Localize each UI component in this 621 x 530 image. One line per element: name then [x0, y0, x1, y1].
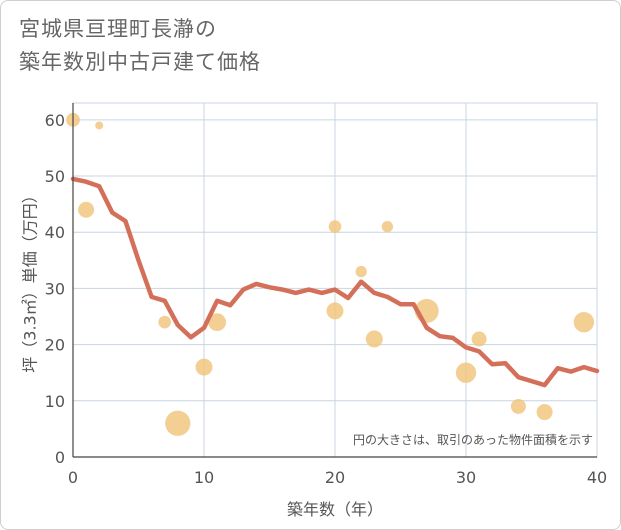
bubble-point: [471, 331, 487, 347]
bubble-point: [78, 201, 95, 218]
y-tick-label: 40: [45, 223, 65, 242]
y-tick-label: 10: [45, 392, 65, 411]
average-price-line-group: [70, 176, 600, 388]
bubble-point: [326, 302, 344, 320]
axes: [72, 103, 597, 458]
x-tick-label: 30: [456, 468, 476, 487]
bubble-point: [95, 121, 104, 130]
bubble-point: [536, 404, 553, 421]
y-tick-label: 30: [45, 279, 65, 298]
bubble-point: [158, 315, 172, 329]
chart-title: 宮城県亘理町長瀞の 築年数別中古戸建て価格: [19, 13, 261, 79]
y-tick-label: 60: [45, 111, 65, 130]
bubble-point: [328, 220, 342, 233]
y-tick-label: 20: [45, 336, 65, 355]
bubble-point: [510, 398, 526, 414]
x-tick-label: 20: [325, 468, 345, 487]
y-tick-label: 0: [55, 448, 65, 467]
bubble-point: [381, 220, 394, 233]
bubble-point: [208, 313, 227, 332]
bubble-size-note: 円の大きさは、取引のあった物件面積を示す: [353, 432, 593, 447]
tick-labels: 0 10 20 30 40 0 10 20 30 40 50 60: [45, 111, 608, 487]
x-tick-label: 10: [194, 468, 214, 487]
bubble-point: [165, 410, 191, 436]
x-tick-label: 0: [68, 468, 78, 487]
bubble-point: [195, 358, 213, 376]
x-axis-title: 築年数（年）: [287, 500, 383, 519]
bubble-point: [455, 362, 477, 383]
chart-title-line-2: 築年数別中古戸建て価格: [19, 50, 261, 74]
bubble-point: [365, 330, 383, 348]
chart-title-line-1: 宮城県亘理町長瀞の: [19, 17, 217, 41]
y-axis-title: 坪（3.3㎡）単価（万円）: [21, 187, 40, 372]
average-price-line: [70, 176, 600, 388]
x-tick-label: 40: [587, 468, 607, 487]
y-tick-label: 50: [45, 167, 65, 186]
bubble-point: [573, 311, 595, 333]
bubble-point: [355, 265, 367, 278]
